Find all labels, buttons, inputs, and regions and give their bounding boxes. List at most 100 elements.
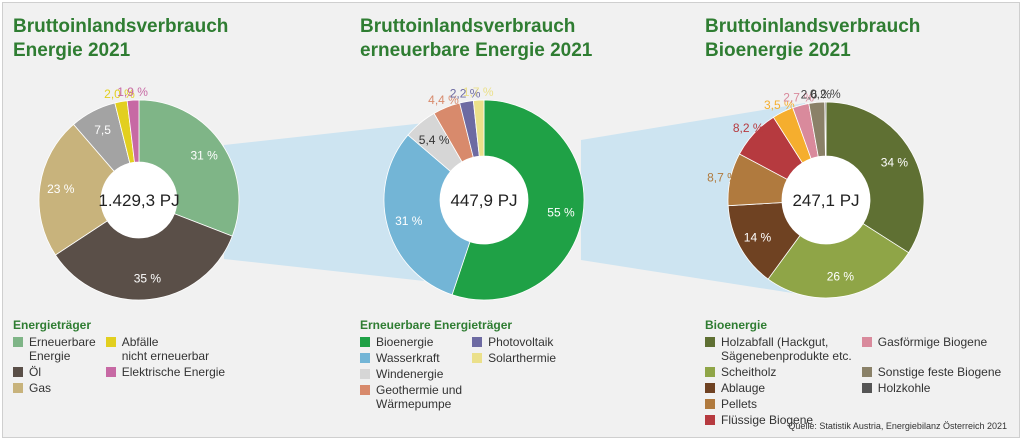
legend-title-bioenergie: Bioenergie [705, 318, 768, 332]
legend-item: Erneuerbare Energie [13, 335, 96, 363]
legend-label: Holzabfall (Hackgut, Sägenebenprodukte e… [721, 335, 852, 363]
legend-item: Elektrische Energie [105, 365, 226, 379]
donut-charts: 31 % 35 % 23 % 7,5 2,0 %1,9 % 1.429,3 PJ 55 % 3… [38, 85, 925, 301]
legend-label: Wasserkraft [376, 351, 440, 365]
legend-label: Öl [29, 365, 41, 379]
center-total-2: 447,9 PJ [450, 191, 517, 210]
legend-item: Gasförmige Biogene [861, 335, 1001, 363]
slice-label-1-3: 23 % [47, 182, 75, 196]
slice-label-3-2: 26 % [827, 270, 855, 284]
donut-chart-1: 31 % 35 % 23 % 7,5 2,0 %1,9 % 1.429,3 PJ [38, 85, 240, 301]
legend-item: Öl [13, 365, 96, 379]
center-total-3: 247,1 PJ [792, 191, 859, 210]
legend-item: Holzabfall (Hackgut, Sägenebenprodukte e… [705, 335, 852, 363]
legend-label: Solarthermie [488, 351, 557, 365]
legend-label: Sonstige feste Biogene [877, 365, 1002, 379]
legend-swatch [105, 337, 116, 347]
legend-label: Photovoltaik [488, 335, 554, 349]
slice-label-3-9: 0,2 % [810, 87, 841, 101]
slice-label-3-5: 8,2 % [733, 121, 764, 135]
slice-label-1-4: 7,5 [94, 123, 111, 137]
slice-label-2-6: 1,7 % [463, 85, 494, 99]
legend-swatch [705, 337, 715, 347]
slice-label-3-7: 2,7 % [783, 91, 814, 105]
donut-hole-1 [101, 162, 177, 238]
slice-label-1-6: 1,9 % [117, 85, 148, 99]
slice-label-3-1: 34 % [881, 155, 909, 169]
legend-swatch [13, 337, 23, 347]
chart-title-bioenergie: Bruttoinlandsverbrauch Bioenergie 2021 [705, 16, 921, 61]
chart-title-erneuerbare: Bruttoinlandsverbrauch erneuerbare Energ… [360, 16, 593, 61]
center-total-1: 1.429,3 PJ [98, 191, 179, 210]
legend-swatch [13, 367, 23, 377]
slice-label-2-2: 31 % [395, 214, 423, 228]
legend-swatch [705, 367, 715, 377]
slice-label-3-8: 2,6 % [801, 87, 832, 101]
legend-swatch [705, 415, 715, 425]
slice-3-9 [824, 101, 827, 157]
slice-label-2-3: 5,4 % [419, 133, 450, 147]
legend-item: Geothermie und Wärmepumpe [360, 383, 462, 411]
legend-swatch [360, 353, 370, 363]
slice-label-3-6: 3,5 % [764, 98, 795, 112]
legend-label: Geothermie und Wärmepumpe [376, 383, 463, 411]
legend-energie: Erneuerbare Energie Öl Gas Abfälle nicht er… [13, 335, 225, 395]
slice-label-1-5: 2,0 % [104, 87, 135, 101]
legend-label: Ablauge [721, 381, 766, 395]
legend-swatch [861, 367, 872, 377]
legend-label: Bioenergie [376, 335, 434, 349]
legend-item: Abfälle nicht erneuerbar [105, 335, 225, 363]
chart-title-energie: Bruttoinlandsverbrauch Energie 2021 [13, 16, 229, 61]
legend-label: Holzkohle [877, 381, 931, 395]
slice-label-2-4: 4,4 % [428, 93, 459, 107]
legend-item: Pellets [705, 397, 852, 411]
legend-swatch [705, 399, 715, 409]
slice-label-1-1: 31 % [190, 148, 218, 162]
legend-label: Gas [29, 381, 52, 395]
legend-swatch [13, 383, 23, 393]
legend-swatch [472, 353, 483, 363]
legend-item: Flüssige Biogene [705, 413, 852, 427]
legend-swatch [861, 383, 872, 393]
legend-swatch [360, 369, 370, 379]
slice-label-2-1: 55 % [547, 206, 575, 220]
legend-bioenergie: Holzabfall (Hackgut, Sägenebenprodukte e… [705, 335, 1001, 427]
legend-item: Sonstige feste Biogene [861, 365, 1002, 379]
legend-erneuerbare: Bioenergie Wasserkraft Windenergie Geotherm… [360, 335, 556, 411]
legend-label: Gasförmige Biogene [877, 335, 988, 349]
legend-title-energie: Energieträger [13, 318, 92, 332]
legend-item: Wasserkraft [360, 351, 462, 365]
legend-swatch [472, 337, 483, 347]
donut-hole-3 [782, 156, 870, 244]
legend-label: Pellets [721, 397, 758, 411]
legend-swatch [360, 337, 370, 347]
legend-item: Ablauge [705, 381, 852, 395]
legend-label: Scheitholz [721, 365, 777, 379]
legend-item: Scheitholz [705, 365, 852, 379]
legend-item: Windenergie [360, 367, 462, 381]
legend-label: Abfälle nicht erneuerbar [121, 335, 210, 363]
slice-label-3-3: 14 % [744, 230, 772, 244]
legend-swatch [705, 383, 715, 393]
legend-item: Holzkohle [861, 381, 1001, 395]
donut-hole-2 [440, 156, 528, 244]
legend-title-erneuerbare: Erneuerbare Energieträger [360, 318, 513, 332]
legend-item: Solarthermie [472, 351, 556, 365]
legend-label: Elektrische Energie [121, 365, 226, 379]
donut-chart-3: 34 % 26 % 14 % 8,7 % 8,2 %3,5 %2,7 %2,6 %0,2… [707, 87, 925, 299]
legend-item: Photovoltaik [472, 335, 556, 349]
legend-swatch [861, 337, 872, 347]
slice-label-3-4: 8,7 % [707, 170, 738, 184]
legend-item: Bioenergie [360, 335, 462, 349]
legend-swatch [105, 367, 116, 377]
slice-label-2-5: 2,2 % [450, 87, 481, 101]
donut-chart-2: 55 % 31 % 5,4 % 4,4 %2,2 %1,7 % 447,9 PJ [383, 85, 585, 301]
legend-swatch [360, 385, 370, 395]
slice-label-1-2: 35 % [134, 272, 162, 286]
legend-label: Windenergie [376, 367, 444, 381]
source-note: Quelle: Statistik Austria, Energiebilanz… [788, 421, 1007, 431]
legend-label: Erneuerbare Energie [29, 335, 96, 363]
legend-label: Flüssige Biogene [721, 413, 814, 427]
legend-item: Gas [13, 381, 96, 395]
